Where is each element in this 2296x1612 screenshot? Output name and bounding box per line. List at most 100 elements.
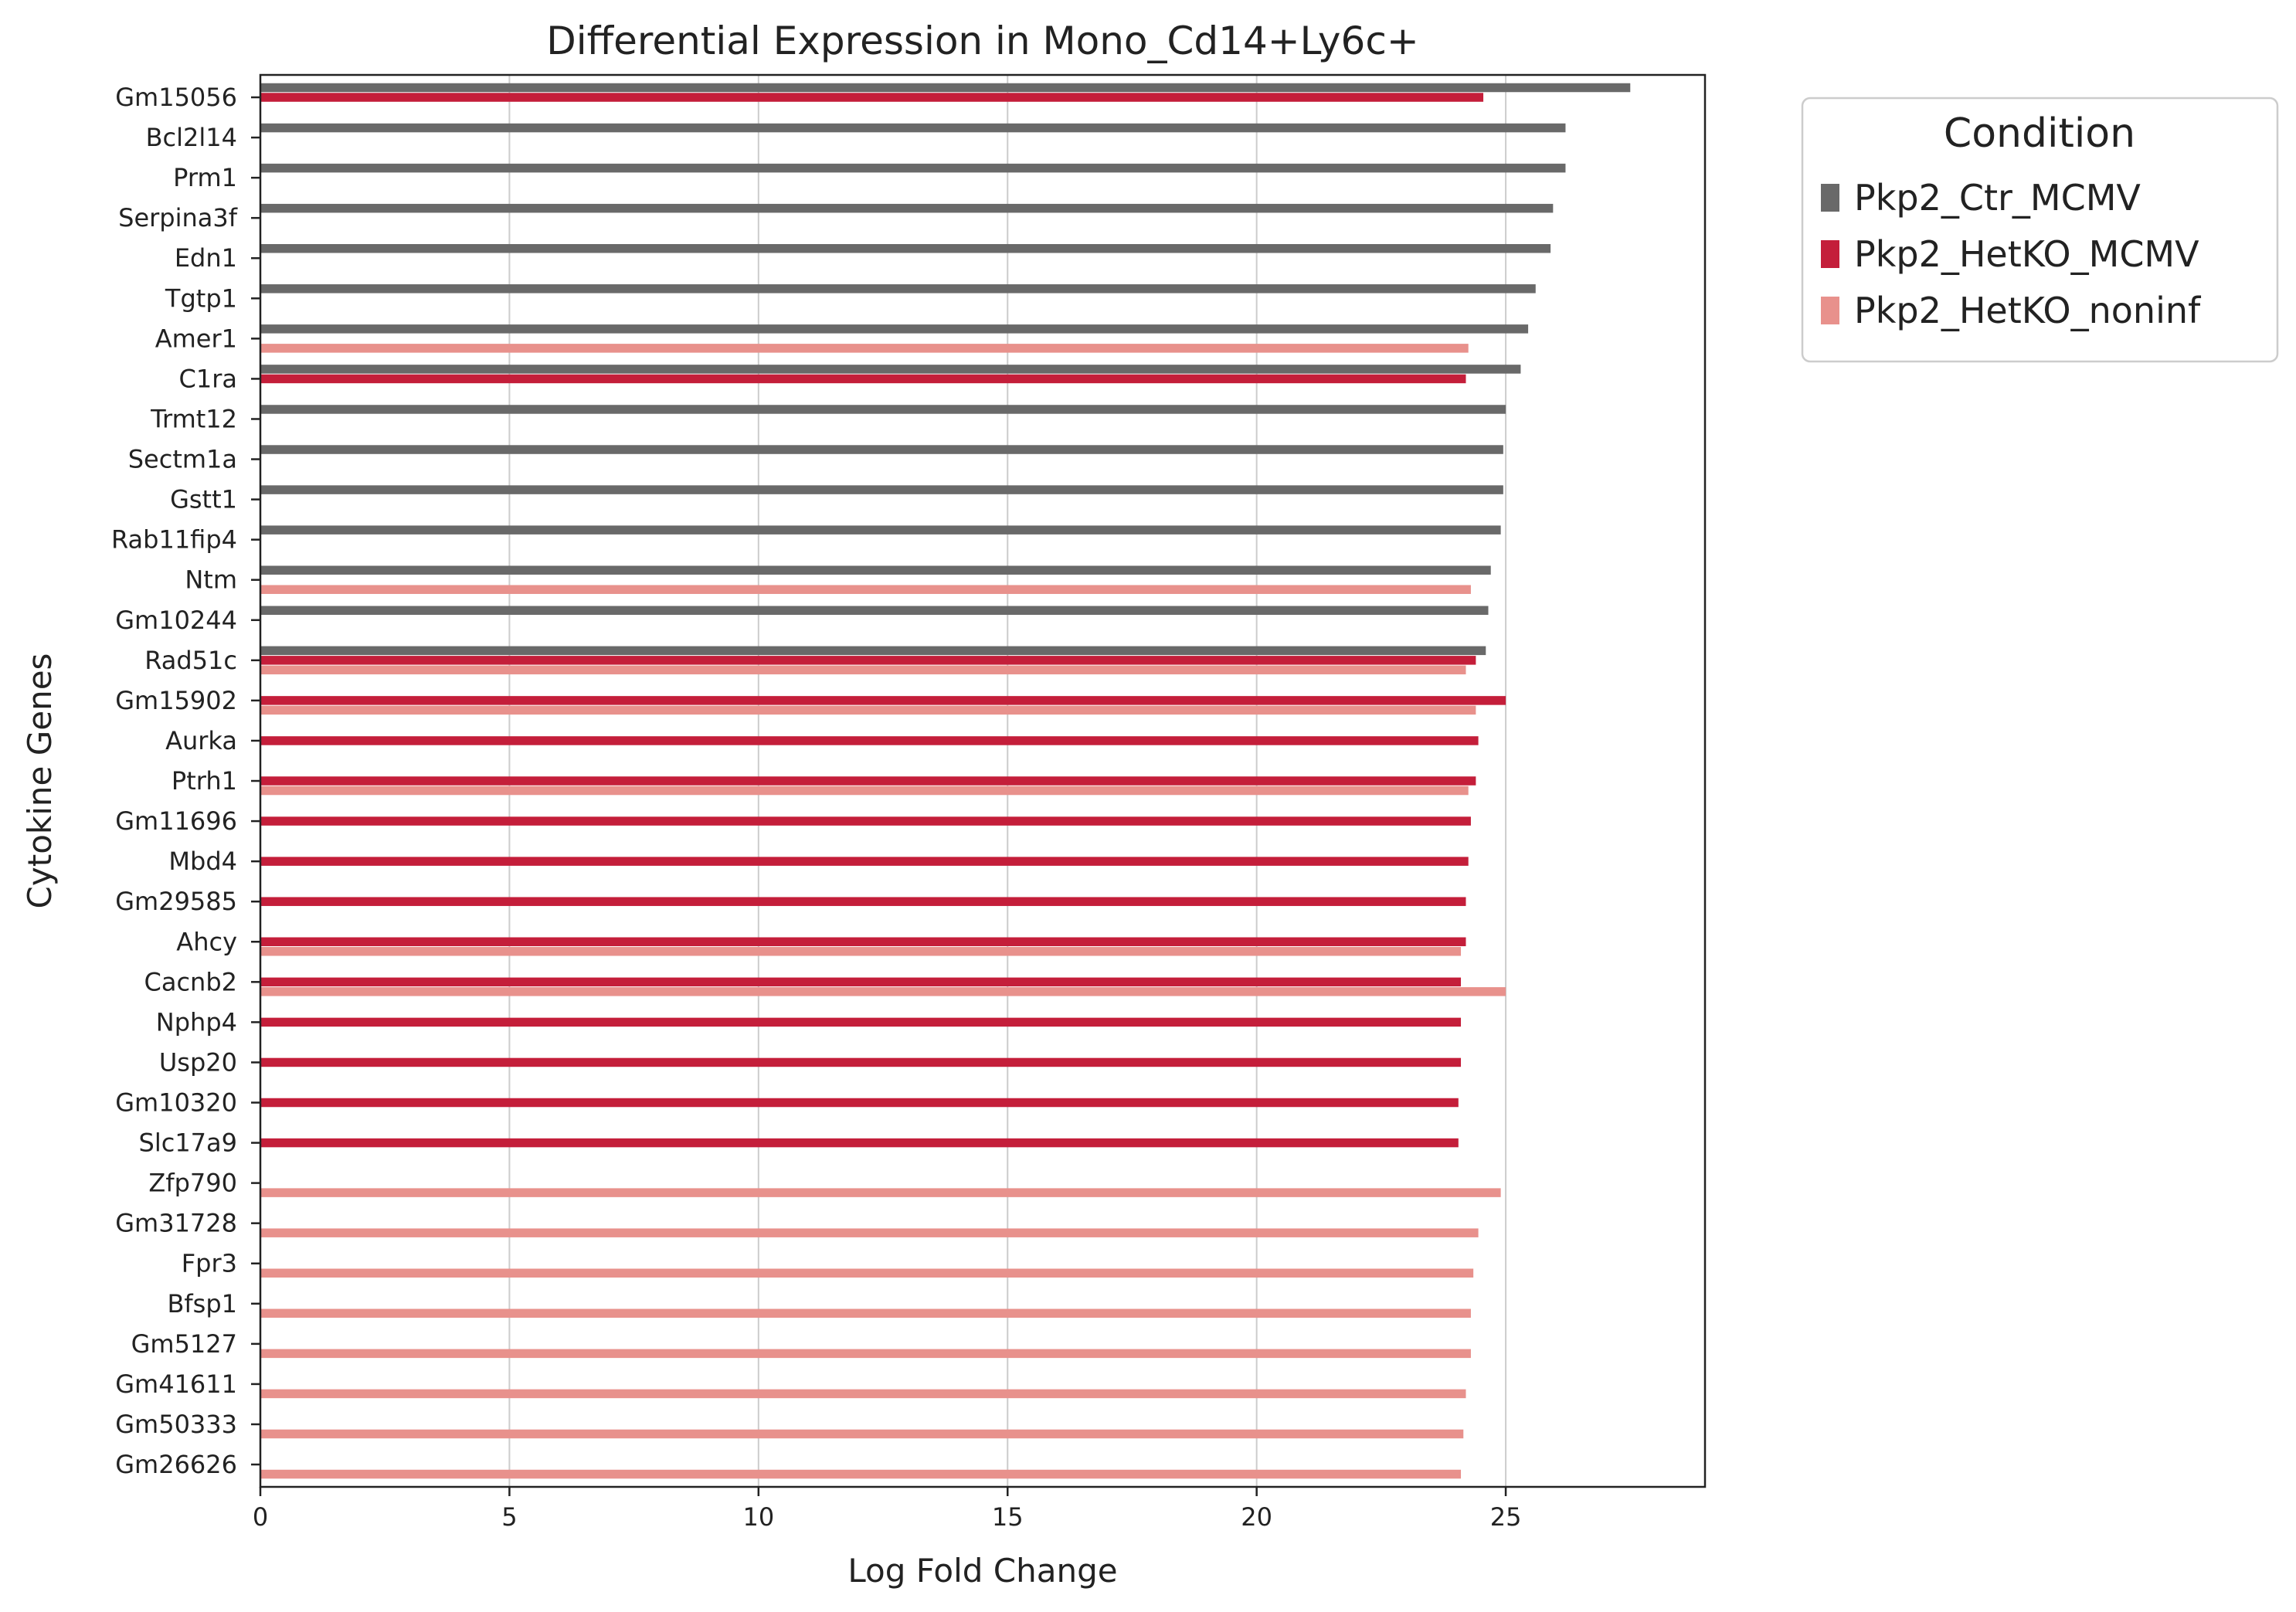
x-axis: 0 5 10 15 20 25: [253, 1487, 1522, 1532]
y-tick-label: Slc17a9: [139, 1128, 237, 1158]
bar: [260, 937, 1466, 947]
legend-swatch: [1821, 240, 1839, 268]
y-tick-label: Gm50333: [115, 1410, 237, 1439]
bar: [260, 1349, 1471, 1359]
bar: [260, 977, 1462, 987]
y-tick-label: Ptrh1: [172, 766, 237, 796]
bar: [260, 947, 1462, 956]
bar: [260, 705, 1476, 715]
bar: [260, 344, 1469, 353]
bar: [260, 646, 1486, 656]
bar: [260, 123, 1566, 133]
y-tick-label: Gm26626: [115, 1450, 237, 1479]
bar: [260, 445, 1503, 454]
bar: [260, 243, 1551, 253]
bar: [260, 1017, 1462, 1027]
y-tick-label: Gm5127: [131, 1329, 237, 1359]
y-tick-label: Nphp4: [156, 1007, 237, 1037]
legend: Condition Pkp2_Ctr_MCMVPkp2_HetKO_MCMVPk…: [1801, 97, 2279, 363]
y-tick-label: Cacnb2: [144, 967, 238, 996]
bar: [260, 1138, 1459, 1148]
legend-label: Pkp2_HetKO_MCMV: [1854, 233, 2199, 275]
legend-label: Pkp2_HetKO_noninf: [1854, 290, 2202, 331]
y-tick-label: Gm29585: [115, 887, 237, 916]
bar: [260, 1228, 1479, 1237]
y-axis: Gm15056 Bcl2l14 Prm1 Serpina3f Edn1 Tgtp1 Amer…: [111, 83, 260, 1479]
bar: [260, 1268, 1474, 1278]
legend-swatch: [1821, 297, 1839, 324]
bar: [260, 1429, 1464, 1439]
y-tick-label: Usp20: [159, 1047, 237, 1077]
y-tick-label: Gm41611: [115, 1369, 237, 1399]
bar: [260, 736, 1479, 745]
chart-title: Differential Expression in Mono_Cd14+Ly6…: [546, 19, 1418, 63]
legend-swatch: [1821, 184, 1839, 212]
y-tick-label: Gm31728: [115, 1209, 237, 1238]
y-tick-label: Fpr3: [182, 1249, 237, 1278]
x-tick-label: 10: [742, 1502, 774, 1532]
legend-frame: [1801, 97, 2279, 363]
y-tick-label: Gm10244: [115, 606, 237, 635]
bar: [260, 1308, 1471, 1318]
y-tick-label: Gm11696: [115, 806, 237, 836]
y-tick-label: Ntm: [185, 565, 237, 595]
bar: [260, 83, 1631, 93]
bar: [260, 606, 1489, 616]
bar: [260, 897, 1466, 906]
y-tick-label: Zfp790: [148, 1169, 237, 1198]
y-tick-label: Bfsp1: [167, 1289, 237, 1318]
bar: [260, 1057, 1462, 1067]
y-tick-label: Mbd4: [168, 847, 237, 876]
y-tick-label: Gm10320: [115, 1088, 237, 1118]
y-tick-label: Serpina3f: [118, 203, 238, 232]
bar: [260, 565, 1491, 575]
bar: [260, 405, 1506, 414]
y-axis-title: Cytokine Genes: [21, 653, 59, 909]
bar: [260, 696, 1506, 705]
y-tick-label: Rab11fip4: [111, 525, 237, 555]
legend-items: Pkp2_Ctr_MCMV Pkp2_HetKO_MCMV Pkp2_HetKO_n…: [1821, 177, 2202, 331]
y-tick-label: Ahcy: [176, 927, 237, 956]
bar: [260, 1389, 1466, 1399]
legend-title: Condition: [1944, 110, 2135, 157]
bar: [260, 1188, 1501, 1197]
y-tick-label: Bcl2l14: [146, 123, 237, 152]
bar: [260, 857, 1469, 866]
x-tick-label: 15: [992, 1502, 1024, 1532]
bar: [260, 786, 1469, 796]
x-tick-label: 0: [253, 1502, 268, 1532]
legend-label: Pkp2_Ctr_MCMV: [1854, 177, 2141, 219]
y-tick-label: Gm15902: [115, 686, 237, 715]
bar: [260, 656, 1476, 665]
bar: [260, 93, 1484, 102]
bar: [260, 525, 1501, 535]
y-tick-label: Gm15056: [115, 83, 237, 112]
bar: [260, 203, 1554, 213]
bar: [260, 485, 1503, 494]
x-tick-label: 20: [1241, 1502, 1272, 1532]
y-tick-label: Edn1: [175, 243, 237, 273]
bar: [260, 585, 1471, 594]
y-tick-label: Amer1: [155, 324, 237, 353]
y-tick-label: Rad51c: [144, 646, 237, 675]
y-tick-label: Aurka: [165, 726, 237, 755]
bar: [260, 365, 1521, 374]
y-tick-label: Gstt1: [170, 485, 237, 514]
bar: [260, 776, 1476, 786]
x-tick-label: 25: [1490, 1502, 1522, 1532]
bar: [260, 284, 1536, 294]
bar: [260, 374, 1466, 384]
y-tick-label: Trmt12: [150, 404, 237, 433]
y-tick-label: C1ra: [179, 364, 237, 393]
bar: [260, 816, 1471, 826]
bar: [260, 987, 1506, 996]
bar: [260, 324, 1529, 334]
x-tick-label: 5: [501, 1502, 517, 1532]
bar: [260, 665, 1466, 675]
x-axis-title: Log Fold Change: [847, 1552, 1117, 1590]
bar: [260, 163, 1566, 173]
bar: [260, 1469, 1462, 1479]
bars: [260, 83, 1631, 1479]
y-tick-label: Prm1: [173, 163, 237, 192]
